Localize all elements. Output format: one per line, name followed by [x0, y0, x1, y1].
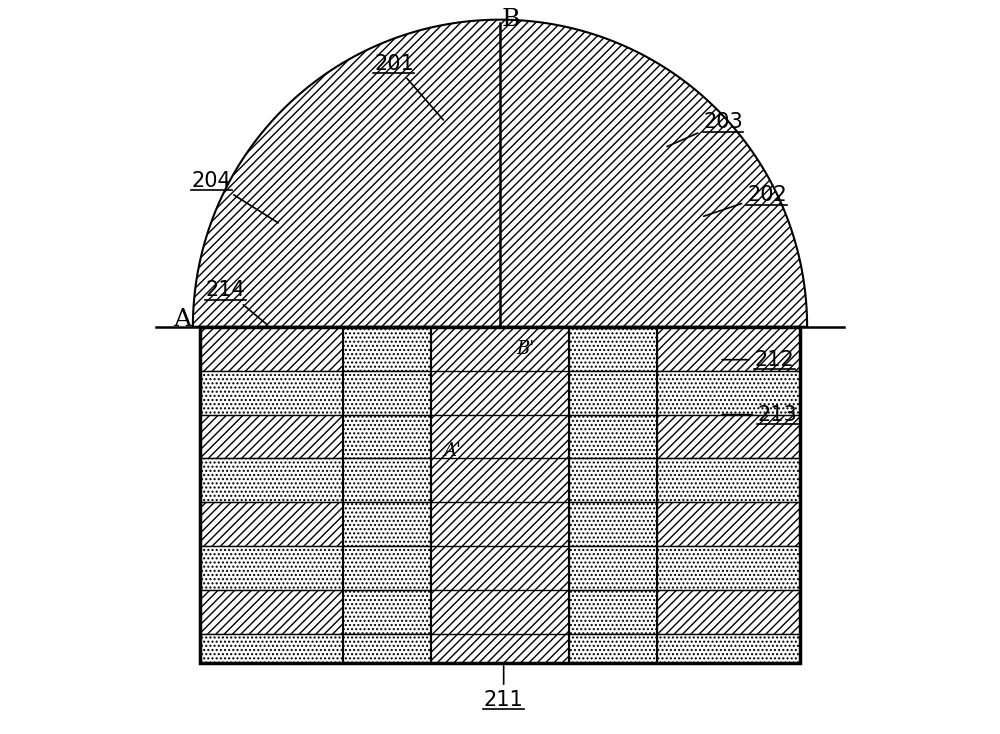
- Polygon shape: [343, 634, 431, 663]
- Polygon shape: [335, 162, 665, 327]
- Polygon shape: [657, 415, 800, 459]
- Polygon shape: [343, 415, 431, 459]
- Text: A: A: [173, 308, 191, 331]
- Text: 203: 203: [667, 112, 743, 147]
- Polygon shape: [200, 546, 343, 590]
- Polygon shape: [569, 634, 657, 663]
- Polygon shape: [569, 327, 657, 371]
- Text: B': B': [516, 340, 535, 357]
- Polygon shape: [343, 546, 431, 590]
- Polygon shape: [383, 210, 617, 327]
- Text: A': A': [443, 442, 461, 460]
- Polygon shape: [200, 459, 343, 502]
- Polygon shape: [431, 258, 569, 327]
- Polygon shape: [343, 502, 431, 546]
- Polygon shape: [657, 546, 800, 590]
- Polygon shape: [569, 546, 657, 590]
- Text: 214: 214: [206, 280, 268, 325]
- Polygon shape: [657, 371, 800, 415]
- Polygon shape: [288, 115, 712, 327]
- Polygon shape: [431, 327, 569, 663]
- Text: 212: 212: [722, 349, 794, 370]
- Polygon shape: [569, 590, 657, 634]
- Polygon shape: [200, 415, 343, 459]
- Polygon shape: [200, 327, 343, 371]
- Polygon shape: [657, 327, 800, 371]
- Polygon shape: [343, 590, 431, 634]
- Polygon shape: [193, 20, 807, 327]
- Polygon shape: [200, 371, 343, 415]
- Polygon shape: [569, 371, 657, 415]
- Polygon shape: [657, 459, 800, 502]
- Polygon shape: [657, 502, 800, 546]
- Polygon shape: [343, 371, 431, 415]
- Polygon shape: [569, 502, 657, 546]
- Text: 213: 213: [722, 404, 798, 424]
- Polygon shape: [343, 327, 431, 371]
- Text: 201: 201: [374, 54, 443, 120]
- Text: 211: 211: [484, 666, 524, 710]
- Polygon shape: [569, 459, 657, 502]
- Polygon shape: [200, 327, 800, 663]
- Polygon shape: [657, 590, 800, 634]
- Polygon shape: [343, 459, 431, 502]
- Polygon shape: [657, 634, 800, 663]
- Polygon shape: [569, 415, 657, 459]
- Polygon shape: [200, 502, 343, 546]
- Text: 202: 202: [704, 185, 787, 217]
- Text: 204: 204: [191, 170, 278, 223]
- Polygon shape: [240, 68, 760, 327]
- Polygon shape: [200, 590, 343, 634]
- Polygon shape: [200, 634, 343, 663]
- Text: B: B: [502, 8, 520, 31]
- Polygon shape: [431, 258, 569, 327]
